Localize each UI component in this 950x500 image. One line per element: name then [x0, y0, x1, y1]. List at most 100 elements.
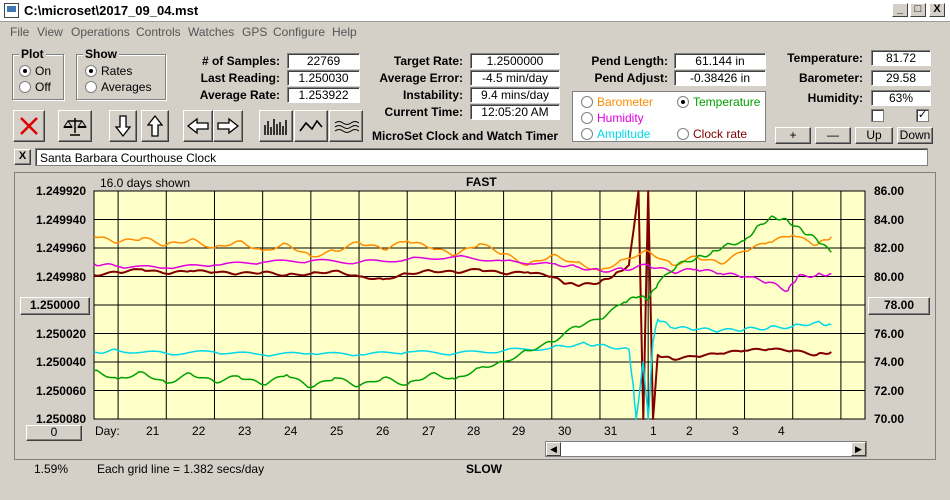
fast-label: FAST [466, 175, 497, 189]
current-time-value: 12:05:20 AM [470, 104, 560, 120]
plot-off-radio[interactable]: Off [19, 80, 51, 94]
left-tick-label: 1.249960 [35, 241, 86, 255]
minimize-button[interactable]: _ [892, 3, 908, 17]
bars-view-button[interactable] [259, 110, 293, 142]
chart-series [93, 190, 832, 420]
day-tick-label: 22 [192, 424, 206, 438]
arrow-right-icon [217, 117, 240, 135]
amplitude-option-label: Amplitude [597, 127, 651, 141]
window-title: C:\microset\2017_09_04.mst [24, 3, 199, 18]
stop-button[interactable] [13, 110, 45, 142]
balance-button[interactable] [58, 110, 92, 142]
plot-on-radio[interactable]: On [19, 64, 51, 78]
scroll-reset-button[interactable]: 0 [26, 425, 82, 441]
avg-error-value: -4.5 min/day [470, 70, 560, 86]
plot-off-label: Off [35, 80, 51, 94]
day-tick-label: 30 [558, 424, 572, 438]
scales-icon [63, 118, 87, 136]
line-view-button[interactable] [294, 110, 328, 142]
radio-dot [19, 65, 31, 77]
wave-view-button[interactable] [329, 110, 363, 142]
avg-rate-label: Average Rate: [199, 88, 280, 102]
menu-gps[interactable]: GPS [242, 25, 268, 39]
amplitude-radio[interactable]: Amplitude [581, 127, 650, 141]
pend-adjust-value: -0.38426 in [674, 70, 766, 86]
arrow-up-button[interactable] [141, 110, 169, 142]
left-tick-label: 1.250020 [35, 327, 86, 341]
scroll-right-arrow-icon[interactable]: ▶ [851, 442, 866, 456]
radio-dot [85, 81, 97, 93]
barometer-option-label: Barometer [597, 95, 654, 109]
barometer-radio[interactable]: Barometer [581, 95, 653, 109]
current-time-label: Current Time: [384, 105, 463, 119]
show-averages-radio[interactable]: Averages [85, 80, 151, 94]
chart-grid [94, 191, 865, 419]
arrow-left-button[interactable] [183, 110, 213, 142]
series-line-clock-rate [93, 190, 832, 420]
pend-adjust-label: Pend Adjust: [594, 71, 668, 85]
maximize-button[interactable]: □ [910, 3, 926, 17]
day-tick-label: 23 [238, 424, 252, 438]
radio-dot [581, 96, 593, 108]
minus-button[interactable]: — [815, 127, 851, 144]
day-tick-label: 3 [732, 424, 739, 438]
day-tick-label: 26 [376, 424, 390, 438]
arrow-down-button[interactable] [109, 110, 137, 142]
target-rate-label: Target Rate: [393, 54, 463, 68]
menu-operations[interactable]: Operations [71, 25, 130, 39]
right-tick-label: 86.00 [874, 184, 905, 198]
title-bar[interactable]: C:\microset\2017_09_04.mst _ □ X [0, 0, 950, 22]
left-tick-label: 1.249920 [35, 184, 86, 198]
temperature-checkbox[interactable]: ✓ [916, 109, 929, 122]
day-tick-label: 21 [146, 424, 160, 438]
pend-length-value[interactable]: 61.144 in [674, 53, 766, 69]
percent-label: 1.59% [34, 462, 69, 476]
left-tick-label: 1.250080 [35, 412, 86, 426]
menu-watches[interactable]: Watches [188, 25, 235, 39]
up-button[interactable]: Up [855, 127, 893, 144]
down-button[interactable]: Down [897, 127, 933, 144]
days-shown-label: 16.0 days shown [100, 176, 191, 190]
humidity-radio[interactable]: Humidity [581, 111, 644, 125]
clock-rate-option-label: Clock rate [693, 127, 748, 141]
plot-group-title: Plot [19, 47, 46, 61]
close-button[interactable]: X [929, 3, 945, 17]
scroll-left-arrow-icon[interactable]: ◀ [546, 442, 561, 456]
day-tick-label: 31 [604, 424, 618, 438]
avg-error-label: Average Error: [379, 71, 463, 85]
radio-dot [581, 112, 593, 124]
menu-file[interactable]: File [10, 25, 30, 39]
bar-graph-icon [264, 119, 287, 135]
series-line-barometer [93, 234, 832, 272]
humidity-checkbox[interactable] [871, 109, 884, 122]
temperature-radio[interactable]: Temperature [677, 95, 760, 109]
left-tick-label: 1.249980 [35, 270, 86, 284]
show-averages-label: Averages [101, 80, 152, 94]
series-line-temperature [93, 215, 832, 389]
show-rates-radio[interactable]: Rates [85, 64, 132, 78]
left-center-button[interactable]: 1.250000 [20, 297, 90, 315]
slow-label: SLOW [466, 462, 502, 476]
right-tick-label: 72.00 [874, 384, 905, 398]
plus-button[interactable]: + [775, 127, 811, 144]
clock-name-input[interactable]: Santa Barbara Courthouse Clock [35, 148, 928, 166]
wave-icon [334, 121, 359, 133]
menu-help[interactable]: Help [332, 25, 357, 39]
clock-rate-radio[interactable]: Clock rate [677, 127, 747, 141]
clear-name-button[interactable]: X [14, 149, 31, 165]
menu-configure[interactable]: Configure [273, 25, 326, 39]
right-tick-label: 84.00 [874, 213, 905, 227]
menu-view[interactable]: View [37, 25, 63, 39]
humidity-label: Humidity: [807, 91, 863, 105]
barometer-label: Barometer: [798, 71, 863, 85]
radio-dot [677, 96, 689, 108]
right-center-button[interactable]: 78.00 [868, 297, 930, 315]
horizontal-scrollbar[interactable]: ◀ ▶ [545, 441, 867, 457]
arrow-right-button[interactable] [213, 110, 243, 142]
temperature-value: 81.72 [871, 50, 931, 66]
target-rate-value[interactable]: 1.2500000 [470, 53, 560, 69]
radio-dot [19, 81, 31, 93]
series-line-humidity [93, 254, 832, 293]
menu-controls[interactable]: Controls [136, 25, 181, 39]
